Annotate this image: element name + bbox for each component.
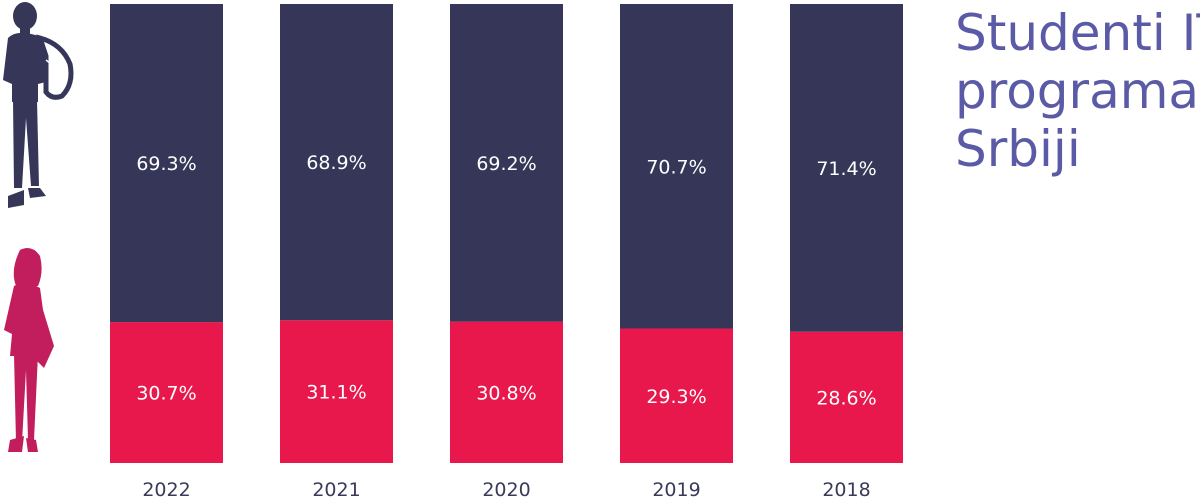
title-line-1: Studenti IT	[955, 4, 1200, 62]
bar-segment-2019-0	[620, 328, 733, 463]
chart-title: Studenti IT programa u Srbiji	[955, 4, 1200, 178]
x-tick-label-2022: 2022	[142, 479, 190, 497]
bar-segment-2020-0	[450, 321, 563, 463]
bar-segment-2018-0	[790, 331, 903, 463]
x-tick-label-2020: 2020	[482, 479, 530, 497]
title-line-3: Srbiji	[955, 120, 1081, 178]
bar-label-2022-1: 69.3%	[136, 153, 196, 175]
bar-label-2018-0: 28.6%	[816, 387, 876, 409]
bar-label-2020-0: 30.8%	[476, 382, 536, 404]
x-tick-label-2021: 2021	[312, 479, 360, 497]
bar-segment-2019-1	[620, 4, 733, 329]
bar-label-2020-1: 69.2%	[476, 153, 536, 175]
bar-label-2021-1: 68.9%	[306, 152, 366, 174]
bar-segment-2020-1	[450, 4, 563, 322]
bar-segment-2021-0	[280, 320, 393, 463]
bar-label-2018-1: 71.4%	[816, 158, 876, 180]
bars-layer: 30.7% 69.3% 2022 31.1% 68.9% 2021 30.8% 69.2% 20…	[110, 4, 903, 497]
female-student-icon	[4, 248, 54, 452]
bar-label-2019-0: 29.3%	[646, 386, 706, 408]
bar-label-2022-0: 30.7%	[136, 383, 196, 405]
male-student-icon	[3, 2, 74, 208]
bar-segment-2022-0	[110, 322, 223, 463]
bar-segment-2021-1	[280, 4, 393, 321]
title-line-2: programa u	[955, 62, 1200, 120]
bar-segment-2022-1	[110, 4, 223, 323]
x-tick-label-2019: 2019	[652, 479, 700, 497]
bar-label-2021-0: 31.1%	[306, 382, 366, 404]
bar-label-2019-1: 70.7%	[646, 156, 706, 178]
bar-segment-2018-1	[790, 4, 903, 332]
x-tick-label-2018: 2018	[822, 479, 870, 497]
